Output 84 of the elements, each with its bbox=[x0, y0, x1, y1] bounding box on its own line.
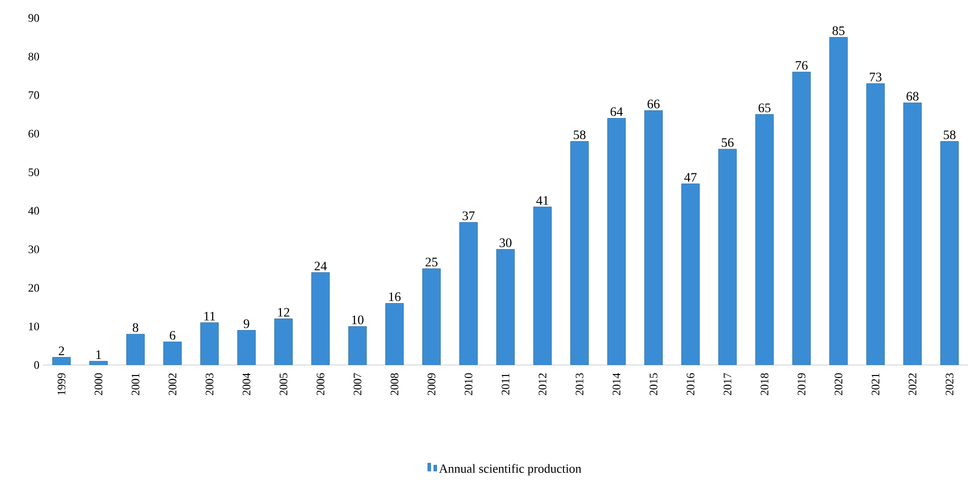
y-tick-label: 70 bbox=[28, 91, 40, 99]
x-tick-label: 2019 bbox=[798, 373, 806, 396]
data-label: 8 bbox=[132, 323, 138, 332]
x-tick-label: 2006 bbox=[316, 373, 324, 396]
bar bbox=[237, 330, 256, 365]
bar bbox=[903, 102, 922, 365]
data-label: 16 bbox=[389, 292, 401, 302]
x-tick-label: 2016 bbox=[686, 373, 694, 396]
data-label: 47 bbox=[684, 173, 697, 182]
bar bbox=[126, 334, 145, 365]
x-tick-label: 2008 bbox=[390, 373, 398, 396]
y-tick-label: 20 bbox=[28, 284, 40, 292]
x-tick-label: 2017 bbox=[724, 373, 732, 396]
data-label: 10 bbox=[352, 316, 364, 324]
bar bbox=[681, 184, 700, 365]
bar bbox=[496, 249, 515, 365]
data-label: 41 bbox=[536, 196, 548, 205]
bar bbox=[755, 114, 774, 365]
x-tick-label: 2018 bbox=[760, 373, 768, 396]
data-label: 9 bbox=[244, 319, 250, 328]
data-label: 76 bbox=[796, 61, 808, 70]
bar bbox=[459, 222, 478, 365]
y-tick-label: 80 bbox=[28, 52, 40, 60]
data-label: 64 bbox=[610, 107, 623, 116]
bar bbox=[829, 37, 848, 365]
x-tick-label: 2023 bbox=[946, 373, 954, 396]
data-label: 73 bbox=[870, 72, 882, 82]
data-label: 1 bbox=[96, 350, 101, 359]
data-label: 56 bbox=[722, 138, 734, 147]
data-label: 65 bbox=[758, 103, 770, 112]
x-tick-label: 2003 bbox=[206, 373, 214, 396]
bar bbox=[644, 110, 663, 365]
y-tick-label: 50 bbox=[28, 168, 40, 176]
y-tick-label: 60 bbox=[28, 130, 40, 138]
data-label: 37 bbox=[462, 211, 475, 220]
data-label: 11 bbox=[204, 312, 215, 320]
x-tick-label: 2022 bbox=[908, 373, 916, 396]
data-label: 68 bbox=[906, 92, 918, 101]
data-label: 24 bbox=[314, 262, 327, 270]
x-tick-label: 2011 bbox=[502, 373, 510, 395]
x-tick-label: 2014 bbox=[612, 372, 620, 396]
x-tick-label: 2012 bbox=[538, 373, 546, 396]
bar bbox=[348, 326, 367, 365]
bar bbox=[607, 118, 626, 365]
y-tick-label: 10 bbox=[29, 322, 40, 330]
data-label: 30 bbox=[500, 238, 512, 248]
x-tick-label: 2020 bbox=[834, 373, 842, 396]
bar bbox=[718, 148, 737, 365]
x-tick-label: 2001 bbox=[132, 373, 140, 396]
data-label: 2 bbox=[58, 346, 64, 356]
bar bbox=[422, 268, 441, 365]
bar bbox=[792, 72, 811, 365]
bar bbox=[570, 141, 589, 365]
data-label: 66 bbox=[648, 100, 660, 108]
data-label: 58 bbox=[574, 130, 586, 140]
y-tick-label: 0 bbox=[34, 361, 40, 369]
y-tick-label: 40 bbox=[28, 206, 40, 215]
bar bbox=[940, 141, 959, 365]
x-tick-label: 2000 bbox=[94, 373, 102, 396]
data-label: 25 bbox=[426, 258, 438, 266]
bar bbox=[385, 303, 404, 365]
y-tick-label: 90 bbox=[28, 14, 40, 22]
bar bbox=[866, 83, 885, 365]
x-tick-label: 2007 bbox=[354, 373, 362, 396]
x-tick-label: 2021 bbox=[872, 373, 880, 396]
bar bbox=[200, 322, 219, 365]
x-tick-label: 2015 bbox=[650, 373, 658, 396]
x-tick-label: 2010 bbox=[464, 373, 472, 396]
data-label: 12 bbox=[278, 308, 290, 317]
bar bbox=[533, 206, 552, 365]
legend-label: Annual scientific production bbox=[439, 464, 582, 476]
y-tick-label: 30 bbox=[28, 245, 40, 254]
x-tick-label: 2005 bbox=[280, 373, 288, 396]
data-label: 85 bbox=[832, 26, 844, 36]
x-tick-label: 2002 bbox=[168, 373, 176, 396]
bar bbox=[274, 318, 293, 365]
x-tick-label: 1999 bbox=[58, 373, 66, 395]
x-tick-label: 2009 bbox=[428, 373, 436, 396]
data-label: 6 bbox=[170, 330, 176, 340]
x-tick-label: 2004 bbox=[242, 372, 250, 396]
bar bbox=[311, 272, 330, 365]
x-tick-label: 2013 bbox=[576, 373, 584, 396]
data-label: 58 bbox=[944, 130, 956, 140]
bar bbox=[163, 342, 182, 365]
